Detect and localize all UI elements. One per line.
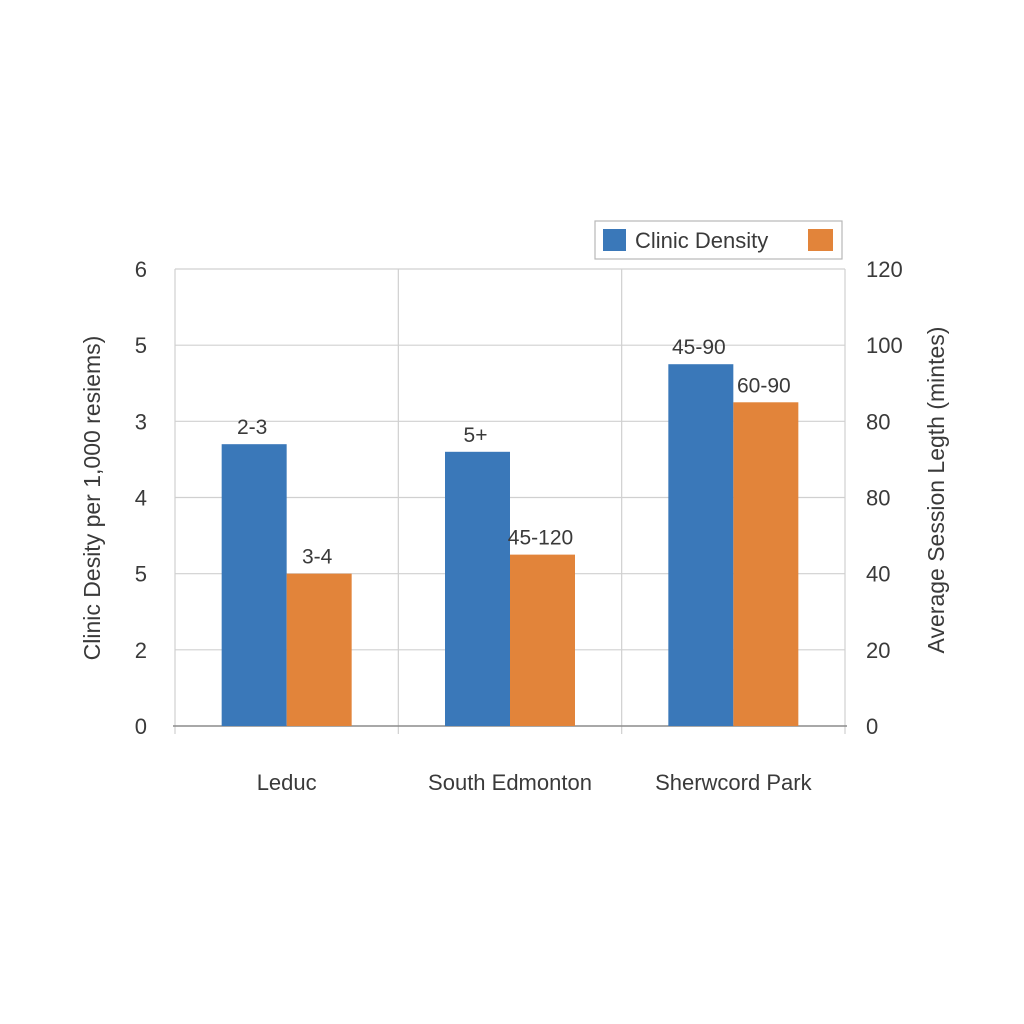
right-tick-label: 20: [866, 638, 890, 663]
left-axis-title: Clinic Desity per 1,000 resiems): [79, 336, 105, 661]
bar-clinic-density-leduc: [221, 444, 287, 726]
left-tick-label: 6: [135, 257, 147, 282]
legend: Clinic Density: [594, 220, 843, 260]
legend-label-clinic-density: Clinic Density: [635, 228, 768, 253]
left-tick-label: 3: [135, 409, 147, 434]
right-tick-label: 80: [866, 409, 890, 434]
left-tick-label: 0: [135, 714, 147, 739]
data-label: 45-90: [672, 336, 726, 359]
legend-frame: [594, 220, 843, 260]
right-tick-label: 40: [866, 562, 890, 587]
left-tick-label: 5: [135, 333, 147, 358]
data-label: 3-4: [302, 546, 333, 569]
right-tick-label: 80: [866, 486, 890, 511]
category-label-leduc: Leduc: [257, 770, 317, 795]
category-label-sherwcord-park: Sherwcord Park: [655, 770, 813, 795]
right-tick-label: 100: [866, 333, 903, 358]
bar-clinic-density-south-edmonton: [445, 451, 510, 726]
left-tick-label: 2: [135, 638, 147, 663]
right-tick-label: 0: [866, 714, 878, 739]
data-label: 60-90: [737, 374, 791, 397]
bar-clinic-density-sherwcord-park: [668, 364, 734, 726]
bar-series-2-sherwcord-park: [733, 402, 799, 726]
data-label: 2-3: [237, 416, 267, 439]
left-axis-ticks: 0 2 5 4 3 5 6: [135, 257, 147, 739]
right-axis-ticks: 0 20 40 80 80 100 120: [866, 257, 903, 739]
bars: [221, 364, 799, 726]
category-labels: Leduc South Edmonton Sherwcord Park: [257, 770, 813, 795]
legend-swatch-clinic-density: [603, 229, 626, 251]
left-tick-label: 4: [135, 486, 147, 511]
legend-swatch-series-2: [808, 229, 833, 251]
data-label: 45-120: [508, 527, 573, 550]
bar-series-2-south-edmonton: [510, 554, 575, 726]
data-label: 5+: [464, 424, 488, 447]
data-labels: 2-3 3-4 5+ 45-120 45-90 60-90: [237, 336, 791, 568]
left-tick-label: 5: [135, 562, 147, 587]
category-label-south-edmonton: South Edmonton: [428, 770, 592, 795]
right-tick-label: 120: [866, 257, 903, 282]
right-axis-title: Average Session Legth (mintes): [923, 327, 949, 654]
bar-series-2-leduc: [286, 573, 352, 726]
